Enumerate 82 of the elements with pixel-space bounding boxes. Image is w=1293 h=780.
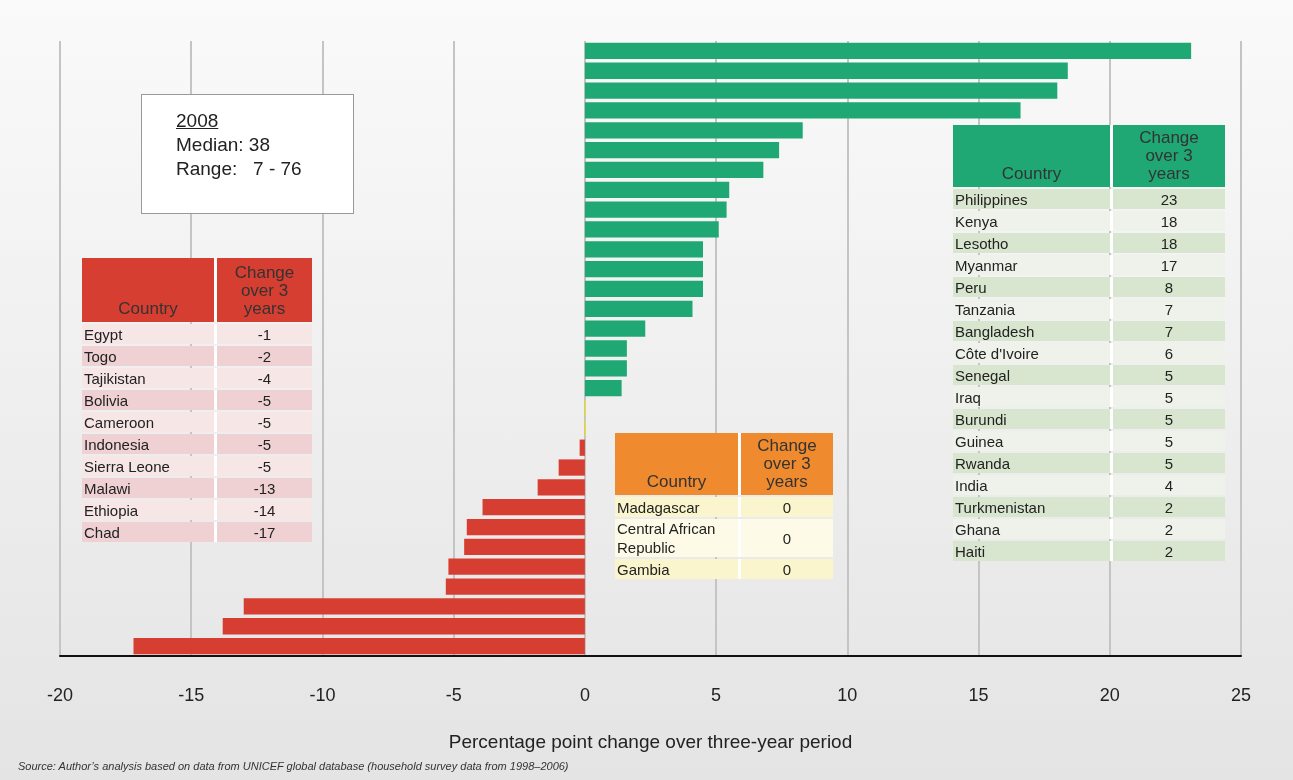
x-tick-label: -20 bbox=[46, 685, 74, 705]
annotation: -4 bbox=[217, 368, 312, 388]
x-tick-label: -5 bbox=[445, 685, 462, 705]
annotation: Lesotho bbox=[953, 233, 1113, 253]
annotation: 6 bbox=[1113, 343, 1225, 363]
annotation: -5 bbox=[217, 456, 312, 476]
annotation: 5 bbox=[1113, 409, 1225, 429]
annotation: Change over 3 years bbox=[217, 258, 312, 322]
annotation: Rwanda bbox=[953, 453, 1113, 473]
annotation: 2 bbox=[1113, 519, 1225, 539]
annotation: Turkmenistan bbox=[953, 497, 1113, 517]
annotation: Bolivia bbox=[82, 390, 217, 410]
annotation: Gambia bbox=[615, 559, 741, 579]
x-tick-label: 25 bbox=[1230, 685, 1252, 705]
annotation: Tanzania bbox=[953, 299, 1113, 319]
x-axis-title: Percentage point change over three-year period bbox=[448, 731, 853, 752]
annotation: Range: 7 - 76 bbox=[176, 157, 303, 181]
annotation: Change over 3 years bbox=[1113, 125, 1225, 187]
annotation: -5 bbox=[217, 390, 312, 410]
annotation: 2 bbox=[1113, 497, 1225, 517]
annotation: 17 bbox=[1113, 255, 1225, 275]
note-box: 2008 Median: 38 Range: 7 - 76 bbox=[141, 94, 354, 214]
annotation: Country bbox=[953, 125, 1113, 187]
x-tick-label: 20 bbox=[1099, 685, 1120, 705]
annotation: -5 bbox=[217, 412, 312, 432]
annotation: 23 bbox=[1113, 189, 1225, 209]
annotation: Median: 38 bbox=[176, 133, 271, 157]
annotation: 5 bbox=[1113, 365, 1225, 385]
annotation: Senegal bbox=[953, 365, 1113, 385]
annotation: India bbox=[953, 475, 1113, 495]
annotation: 7 bbox=[1113, 299, 1225, 319]
x-tick-label: 15 bbox=[968, 685, 989, 705]
annotation: 18 bbox=[1113, 211, 1225, 231]
annotation: -17 bbox=[217, 522, 312, 542]
annotation: 8 bbox=[1113, 277, 1225, 297]
annotation: Egypt bbox=[82, 324, 217, 344]
annotation: Haiti bbox=[953, 541, 1113, 561]
annotation: Tajikistan bbox=[82, 368, 217, 388]
annotation: 18 bbox=[1113, 233, 1225, 253]
x-tick-label: 5 bbox=[711, 685, 722, 705]
annotation: 0 bbox=[741, 559, 833, 579]
annotation: Myanmar bbox=[953, 255, 1113, 275]
x-tick-label: -10 bbox=[309, 685, 336, 705]
annotation: Country bbox=[615, 433, 741, 495]
annotation: Sierra Leone bbox=[82, 456, 217, 476]
annotation: -5 bbox=[217, 434, 312, 454]
annotation: 5 bbox=[1113, 453, 1225, 473]
annotation: Togo bbox=[82, 346, 217, 366]
annotation: Ethiopia bbox=[82, 500, 217, 520]
annotation: Côte d'Ivoire bbox=[953, 343, 1113, 363]
annotation: 2 bbox=[1113, 541, 1225, 561]
annotation: 5 bbox=[1113, 431, 1225, 451]
annotation: 7 bbox=[1113, 321, 1225, 341]
annotation: Madagascar bbox=[615, 497, 741, 517]
annotation: Chad bbox=[82, 522, 217, 542]
source-note: Source: Author’s analysis based on data from UNICEF global database (household survey data from 1998–2006) bbox=[18, 760, 569, 772]
annotation: 5 bbox=[1113, 387, 1225, 407]
annotation: Bangladesh bbox=[953, 321, 1113, 341]
annotation: Ghana bbox=[953, 519, 1113, 539]
annotation: -13 bbox=[217, 478, 312, 498]
annotation: Central African Republic bbox=[615, 519, 741, 557]
annotation: Peru bbox=[953, 277, 1113, 297]
x-tick-label: 0 bbox=[579, 685, 590, 705]
annotation: 2008 bbox=[176, 109, 220, 133]
annotation: 4 bbox=[1113, 475, 1225, 495]
x-tick-label: -15 bbox=[178, 685, 205, 705]
annotation: Change over 3 years bbox=[741, 433, 833, 495]
annotation: Cameroon bbox=[82, 412, 217, 432]
annotation: 0 bbox=[741, 497, 833, 517]
annotation: -2 bbox=[217, 346, 312, 366]
annotation: Kenya bbox=[953, 211, 1113, 231]
annotation: Burundi bbox=[953, 409, 1113, 429]
annotation: -14 bbox=[217, 500, 312, 520]
x-tick-label: 10 bbox=[837, 685, 858, 705]
annotation: Philippines bbox=[953, 189, 1113, 209]
annotation: Iraq bbox=[953, 387, 1113, 407]
annotation: Guinea bbox=[953, 431, 1113, 451]
annotation: 0 bbox=[741, 519, 833, 557]
annotation: Malawi bbox=[82, 478, 217, 498]
annotation: Country bbox=[82, 258, 217, 322]
annotation: -1 bbox=[217, 324, 312, 344]
annotation: Indonesia bbox=[82, 434, 217, 454]
